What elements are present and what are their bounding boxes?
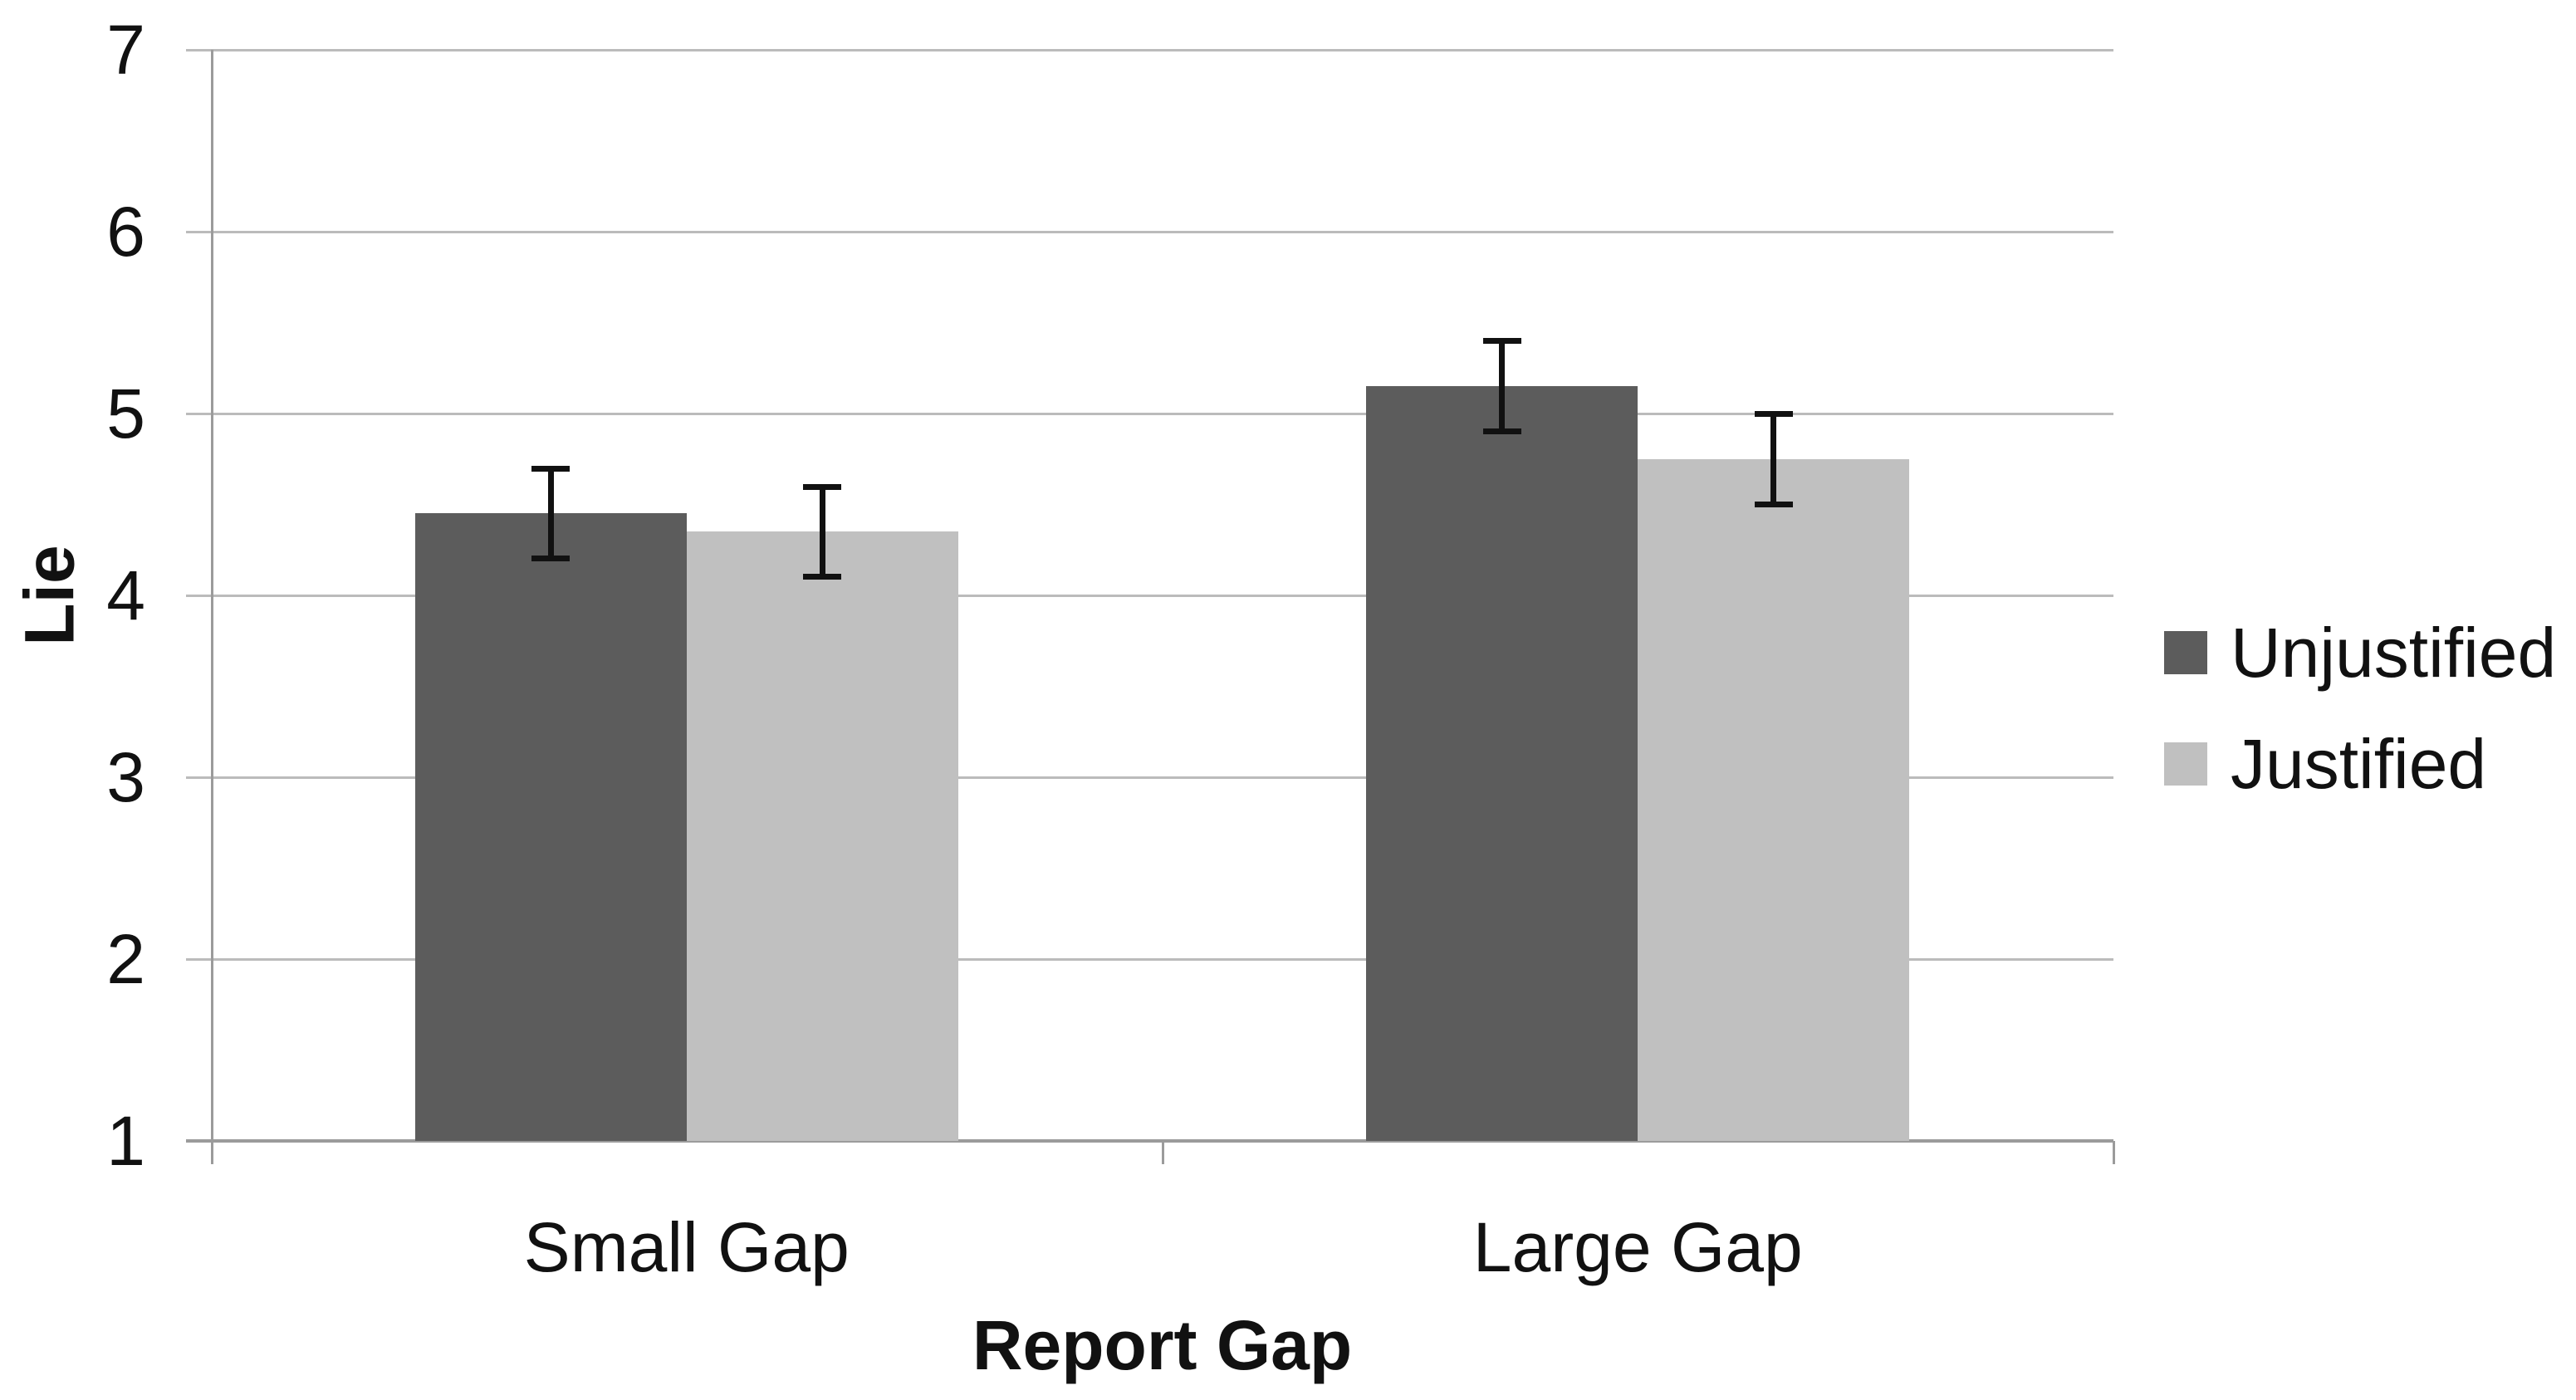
error-bar-cap-top (531, 465, 571, 472)
error-bar (1499, 340, 1506, 432)
legend: Unjustified Justified (2164, 618, 2556, 799)
error-bar-cap-top (803, 483, 842, 490)
legend-label: Justified (2231, 725, 2487, 803)
bar-justified-small-gap (686, 531, 958, 1141)
gridline (186, 595, 2113, 597)
legend-item-unjustified: Unjustified (2164, 618, 2556, 688)
y-tick-label: 5 (106, 374, 145, 453)
y-tick-label: 4 (106, 556, 145, 634)
y-axis-line (211, 50, 213, 1164)
y-tick-label: 3 (106, 738, 145, 816)
bar-unjustified-small-gap (414, 513, 687, 1141)
error-bar (547, 467, 554, 560)
x-axis-tick (2113, 1141, 2115, 1164)
error-bar-cap-bottom (531, 556, 571, 562)
gridline (186, 958, 2113, 961)
gridline (186, 413, 2113, 415)
legend-label: Unjustified (2231, 614, 2557, 692)
legend-item-justified: Justified (2164, 729, 2556, 799)
x-category-label: Large Gap (1472, 1208, 1803, 1286)
error-bar (1770, 414, 1777, 505)
x-axis-tick (1161, 1141, 1164, 1164)
x-category-label: Small Gap (523, 1208, 850, 1286)
x-axis-title: Report Gap (972, 1306, 1353, 1384)
gridline (186, 776, 2113, 779)
error-bar-cap-bottom (1482, 428, 1521, 434)
legend-swatch-justified (2164, 742, 2207, 786)
bar-unjustified-large-gap (1366, 386, 1638, 1141)
error-bar-cap-top (1754, 411, 1793, 417)
y-tick-label: 6 (106, 193, 145, 271)
error-bar-cap-bottom (1754, 501, 1793, 507)
x-axis-line (186, 1139, 2113, 1143)
error-bar-cap-bottom (803, 574, 842, 580)
gridline (186, 231, 2113, 233)
y-tick-label: 7 (106, 11, 145, 89)
error-bar (819, 486, 825, 578)
bar-justified-large-gap (1638, 458, 1910, 1141)
y-tick-label: 1 (106, 1102, 145, 1180)
y-tick-label: 2 (106, 920, 145, 998)
gridline (186, 49, 2113, 51)
error-bar-cap-top (1482, 338, 1521, 345)
legend-swatch-unjustified (2164, 631, 2207, 674)
